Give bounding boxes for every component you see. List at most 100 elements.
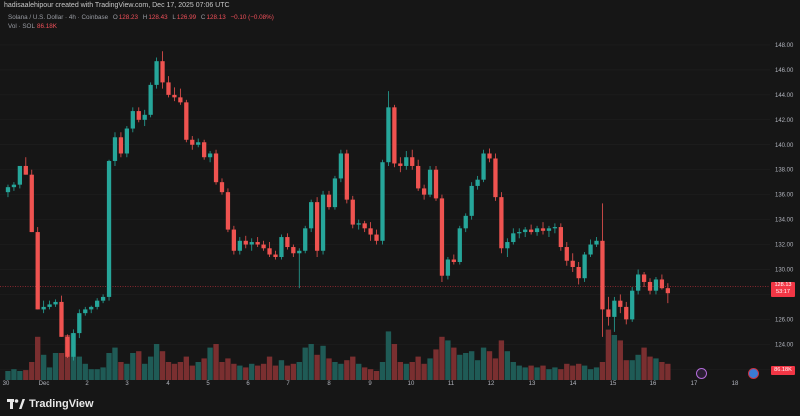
price-tick-label: 146.00 bbox=[775, 68, 794, 74]
volume-bar bbox=[314, 354, 320, 380]
volume-bar bbox=[308, 344, 314, 380]
candle-body bbox=[59, 301, 64, 337]
volume-bar bbox=[463, 353, 469, 380]
volume-bar bbox=[284, 365, 291, 380]
volume-bar bbox=[46, 367, 53, 380]
price-tick-label: 140.00 bbox=[775, 143, 794, 149]
candle-body bbox=[600, 240, 605, 310]
price-tick-label: 148.00 bbox=[775, 43, 794, 49]
candle-body bbox=[368, 228, 373, 235]
volume-bar bbox=[629, 360, 635, 380]
volume-legend: Vol · SOL 86.18K bbox=[8, 23, 57, 30]
candle-body bbox=[95, 300, 100, 307]
volume-bar bbox=[480, 347, 487, 380]
volume-bar bbox=[35, 336, 41, 380]
volume-bar bbox=[528, 365, 534, 380]
price-tick-label: 124.00 bbox=[775, 342, 794, 348]
time-tick-label: 17 bbox=[691, 381, 698, 387]
candle-body bbox=[255, 242, 260, 245]
price-tick-label: 134.00 bbox=[775, 218, 794, 224]
volume-bar bbox=[142, 363, 148, 380]
symbol-title: Solana / U.S. Dollar · 4h · Coinbase bbox=[8, 14, 109, 21]
price-tick-label: 126.00 bbox=[775, 317, 794, 323]
candle-body bbox=[202, 142, 207, 158]
volume-bar bbox=[94, 369, 100, 380]
volume-bar bbox=[76, 356, 82, 380]
candle-body bbox=[291, 247, 296, 254]
candle-body bbox=[374, 234, 379, 241]
candle-body bbox=[249, 242, 254, 245]
alert-icon[interactable] bbox=[696, 368, 707, 379]
candle-body bbox=[142, 114, 147, 120]
candle-body bbox=[309, 202, 314, 229]
volume-bar bbox=[29, 362, 35, 380]
volume-bar bbox=[344, 360, 350, 380]
candle-body bbox=[618, 300, 623, 307]
candle-body bbox=[362, 223, 367, 229]
candle-body bbox=[136, 111, 141, 120]
candle-body bbox=[154, 61, 159, 85]
candle-body bbox=[130, 111, 135, 129]
volume-bar bbox=[52, 353, 59, 380]
candle-body bbox=[546, 228, 552, 231]
candle-body bbox=[612, 300, 617, 317]
candle-body bbox=[558, 227, 563, 248]
candles bbox=[5, 51, 670, 361]
volume-bar bbox=[82, 363, 88, 380]
chart-credit: hadisaalehipour created with TradingView… bbox=[4, 2, 230, 9]
volume-bar bbox=[5, 371, 11, 380]
candle-body bbox=[65, 336, 70, 357]
candle-body bbox=[326, 194, 332, 208]
time-tick-label: 6 bbox=[246, 381, 250, 387]
candle-body bbox=[439, 198, 445, 276]
candle-body bbox=[528, 229, 534, 233]
candle-body bbox=[463, 215, 468, 229]
volume-bar bbox=[421, 363, 427, 380]
open-value: 128.23 bbox=[118, 14, 139, 21]
candle-body bbox=[166, 82, 171, 95]
candle-body bbox=[35, 232, 40, 310]
volume-bar bbox=[397, 362, 404, 380]
candle-body bbox=[53, 301, 58, 305]
volume-bar bbox=[88, 369, 94, 380]
time-tick-label: 12 bbox=[488, 381, 495, 387]
candle-body bbox=[184, 102, 189, 140]
volume-bar bbox=[510, 362, 516, 380]
volume-bar bbox=[159, 351, 166, 380]
event-flag-icon[interactable] bbox=[748, 368, 759, 379]
candle-body bbox=[380, 162, 385, 241]
candle-body bbox=[17, 165, 23, 185]
price-tick-label: 142.00 bbox=[775, 118, 794, 124]
volume-bar bbox=[391, 344, 398, 380]
symbol-legend: Solana / U.S. Dollar · 4h · Coinbase O12… bbox=[8, 14, 274, 21]
tradingview-logo-text: TradingView bbox=[29, 398, 94, 410]
candle-body bbox=[344, 153, 349, 200]
candle-body bbox=[273, 254, 278, 258]
time-tick-label: 14 bbox=[570, 381, 577, 387]
candle-body bbox=[279, 237, 284, 258]
time-tick-label: 16 bbox=[650, 381, 657, 387]
volume-bar bbox=[587, 369, 594, 380]
volume-bar bbox=[237, 365, 243, 380]
bar-countdown: 53:17 bbox=[776, 289, 790, 295]
volume-bar bbox=[593, 367, 600, 380]
candle-body bbox=[421, 188, 427, 195]
volume-bar bbox=[361, 367, 368, 380]
volume-bar bbox=[605, 329, 612, 380]
volume-bar bbox=[558, 369, 564, 380]
candle-body bbox=[106, 160, 112, 297]
candle-body bbox=[83, 309, 88, 314]
volume-bar bbox=[665, 363, 671, 380]
volume-bar bbox=[379, 362, 386, 380]
volume-bar bbox=[653, 358, 659, 380]
candle-body bbox=[11, 184, 17, 188]
footer bbox=[0, 392, 800, 416]
volume-bar bbox=[243, 367, 249, 380]
time-tick-label: 8 bbox=[327, 381, 331, 387]
volume-bar bbox=[516, 365, 522, 380]
time-tick-label: 5 bbox=[206, 381, 210, 387]
tradingview-logo[interactable]: TradingView bbox=[7, 398, 94, 410]
volume-bar bbox=[326, 358, 332, 380]
candle-body bbox=[427, 169, 433, 195]
